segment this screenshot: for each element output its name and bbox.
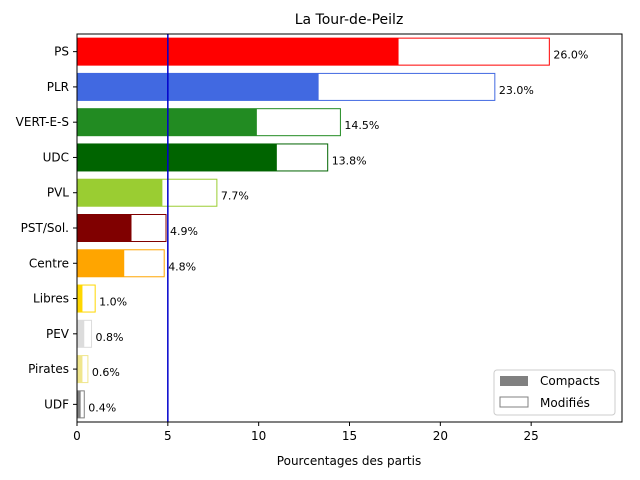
x-axis-label: Pourcentages des partis <box>277 454 421 468</box>
value-label-pst-sol: 4.9% <box>170 225 198 238</box>
axes-layer: PS PLR VERT-E-S UDC PVL PST/Sol. Centre Libres P… <box>16 33 623 443</box>
legend: Compacts Modifiés <box>493 369 616 416</box>
bar-compacts-centre <box>77 249 125 277</box>
y-tick-label-pst-sol: PST/Sol. <box>21 221 69 235</box>
legend-label-modifies: Modifiés <box>540 396 590 410</box>
bar-compacts-udf <box>77 390 81 418</box>
bar-compacts-pst-sol <box>77 214 132 242</box>
value-label-centre: 4.8% <box>168 260 196 273</box>
value-label-pirates: 0.6% <box>92 366 120 379</box>
bar-compacts-udc <box>77 143 277 171</box>
bar-compacts-ps <box>77 38 399 66</box>
x-tick-label-15: 15 <box>342 429 357 443</box>
legend-swatch-compacts <box>500 376 528 386</box>
bars-layer <box>76 34 550 422</box>
value-label-udc: 13.8% <box>332 154 367 167</box>
bar-compacts-pvl <box>77 179 163 207</box>
y-tick-label-ps: PS <box>54 45 69 59</box>
value-label-pev: 0.8% <box>96 331 124 344</box>
y-tick-label-vert-e-s: VERT-E-S <box>16 115 69 129</box>
bar-compacts-pirates <box>77 355 83 383</box>
legend-label-compacts: Compacts <box>540 374 600 388</box>
y-tick-label-udc: UDC <box>43 150 69 164</box>
bar-compacts-pev <box>77 320 85 348</box>
y-tick-label-pev: PEV <box>46 327 70 341</box>
value-label-vert-e-s: 14.5% <box>344 119 379 132</box>
x-tick-label-5: 5 <box>164 429 172 443</box>
bar-compacts-plr <box>77 73 319 101</box>
chart-title: La Tour-de-Peilz <box>295 12 404 28</box>
value-label-ps: 26.0% <box>553 49 588 62</box>
x-tick-label-10: 10 <box>251 429 266 443</box>
bar-compacts-libres <box>77 285 83 313</box>
legend-swatch-modifies <box>499 396 529 408</box>
value-label-plr: 23.0% <box>499 84 534 97</box>
labels-layer: 26.0% 23.0% 14.5% 13.8% 7.7% 4.9% 4.8% 1.0% 0.8%… <box>88 49 588 415</box>
y-tick-label-plr: PLR <box>47 80 69 94</box>
y-tick-label-pvl: PVL <box>47 186 69 200</box>
value-label-libres: 1.0% <box>99 296 127 309</box>
x-tick-label-0: 0 <box>73 429 81 443</box>
y-tick-label-pirates: Pirates <box>28 362 69 376</box>
x-tick-label-20: 20 <box>433 429 448 443</box>
value-label-pvl: 7.7% <box>221 190 249 203</box>
y-tick-label-udf: UDF <box>44 397 69 411</box>
x-tick-label-25: 25 <box>524 429 539 443</box>
value-label-udf: 0.4% <box>88 401 116 414</box>
y-tick-label-centre: Centre <box>29 256 69 270</box>
y-tick-label-libres: Libres <box>33 292 69 306</box>
bar-compacts-vert-e-s <box>77 108 257 136</box>
